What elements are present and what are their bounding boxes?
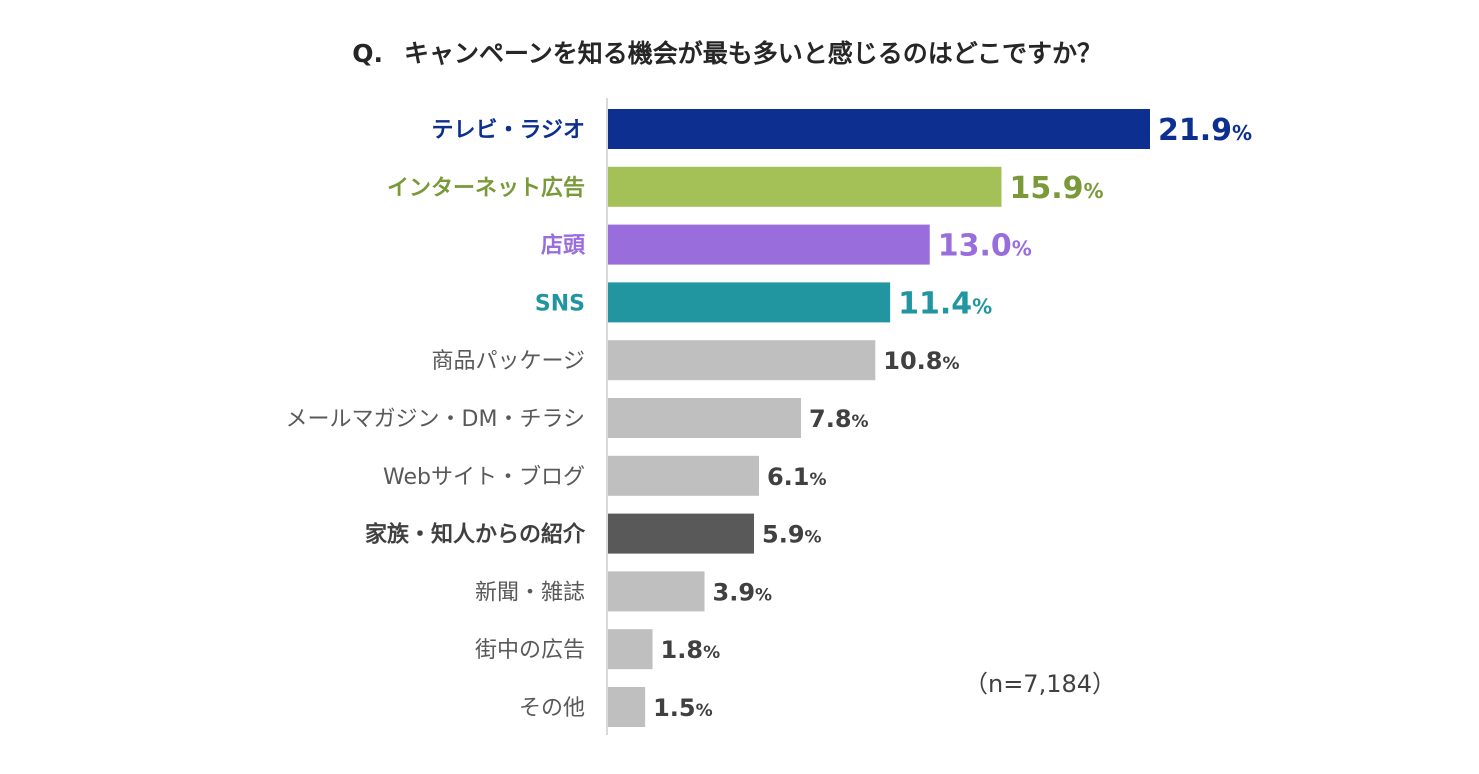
value-label: 1.5%	[653, 694, 713, 722]
sample-size-note: （n=7,184）	[964, 670, 1116, 698]
category-label: 店頭	[541, 234, 586, 259]
category-label: インターネット広告	[387, 175, 585, 201]
value-label: 21.9%	[1158, 113, 1252, 148]
category-label: SNS	[535, 291, 585, 316]
category-label: テレビ・ラジオ	[431, 118, 585, 143]
category-label: その他	[519, 696, 585, 721]
bar	[608, 687, 646, 727]
value-unit: %	[1084, 179, 1104, 203]
value-label: 11.4%	[898, 286, 992, 321]
value-unit: %	[805, 528, 822, 548]
bar	[608, 109, 1150, 149]
category-label: 新聞・雑誌	[475, 580, 585, 605]
value-label: 1.8%	[661, 636, 721, 664]
value-unit: %	[1012, 237, 1032, 261]
value-number: 15.9	[1010, 171, 1084, 206]
value-label: 13.0%	[938, 229, 1032, 264]
category-label: メールマガジン・DM・チラシ	[286, 407, 585, 432]
value-number: 21.9	[1158, 113, 1232, 148]
category-label: 商品パッケージ	[431, 349, 585, 374]
value-unit: %	[703, 643, 720, 663]
bar	[608, 282, 891, 323]
bar	[608, 398, 802, 438]
value-number: 6.1	[767, 463, 810, 491]
value-number: 7.8	[809, 405, 852, 433]
bar	[608, 224, 930, 265]
bar	[608, 166, 1002, 207]
value-unit: %	[696, 701, 713, 721]
category-label: 街中の広告	[475, 638, 585, 663]
bars-group: テレビ・ラジオ 21.9% インターネット広告 15.9% 店頭 13.0% SNS 11.4…	[286, 109, 1252, 727]
value-number: 1.8	[661, 636, 704, 664]
value-unit: %	[943, 354, 960, 374]
value-number: 1.5	[653, 694, 696, 722]
chart-title: キャンペーンを知る機会が最も多いと感じるのはどこですか？	[404, 39, 1102, 68]
category-label: Webサイト・ブログ	[383, 465, 585, 490]
value-number: 13.0	[938, 229, 1012, 264]
value-unit: %	[755, 585, 772, 605]
value-label: 5.9%	[762, 521, 822, 549]
value-number: 10.8	[883, 347, 942, 375]
bar	[608, 571, 705, 612]
value-number: 3.9	[713, 578, 756, 606]
value-label: 6.1%	[767, 463, 827, 491]
bar	[608, 513, 755, 554]
bar	[608, 340, 876, 381]
value-label: 10.8%	[883, 347, 959, 375]
bar	[608, 629, 653, 670]
value-unit: %	[852, 412, 869, 432]
category-label: 家族・知人からの紹介	[365, 522, 586, 548]
chart-title-prefix: Q.	[352, 39, 383, 68]
value-unit: %	[1232, 121, 1252, 145]
value-label: 15.9%	[1010, 171, 1104, 206]
value-unit: %	[972, 294, 992, 318]
value-number: 5.9	[762, 521, 805, 549]
value-unit: %	[809, 470, 826, 490]
bar	[608, 455, 759, 496]
value-number: 11.4	[898, 286, 972, 321]
value-label: 7.8%	[809, 405, 869, 433]
value-label: 3.9%	[713, 578, 773, 606]
